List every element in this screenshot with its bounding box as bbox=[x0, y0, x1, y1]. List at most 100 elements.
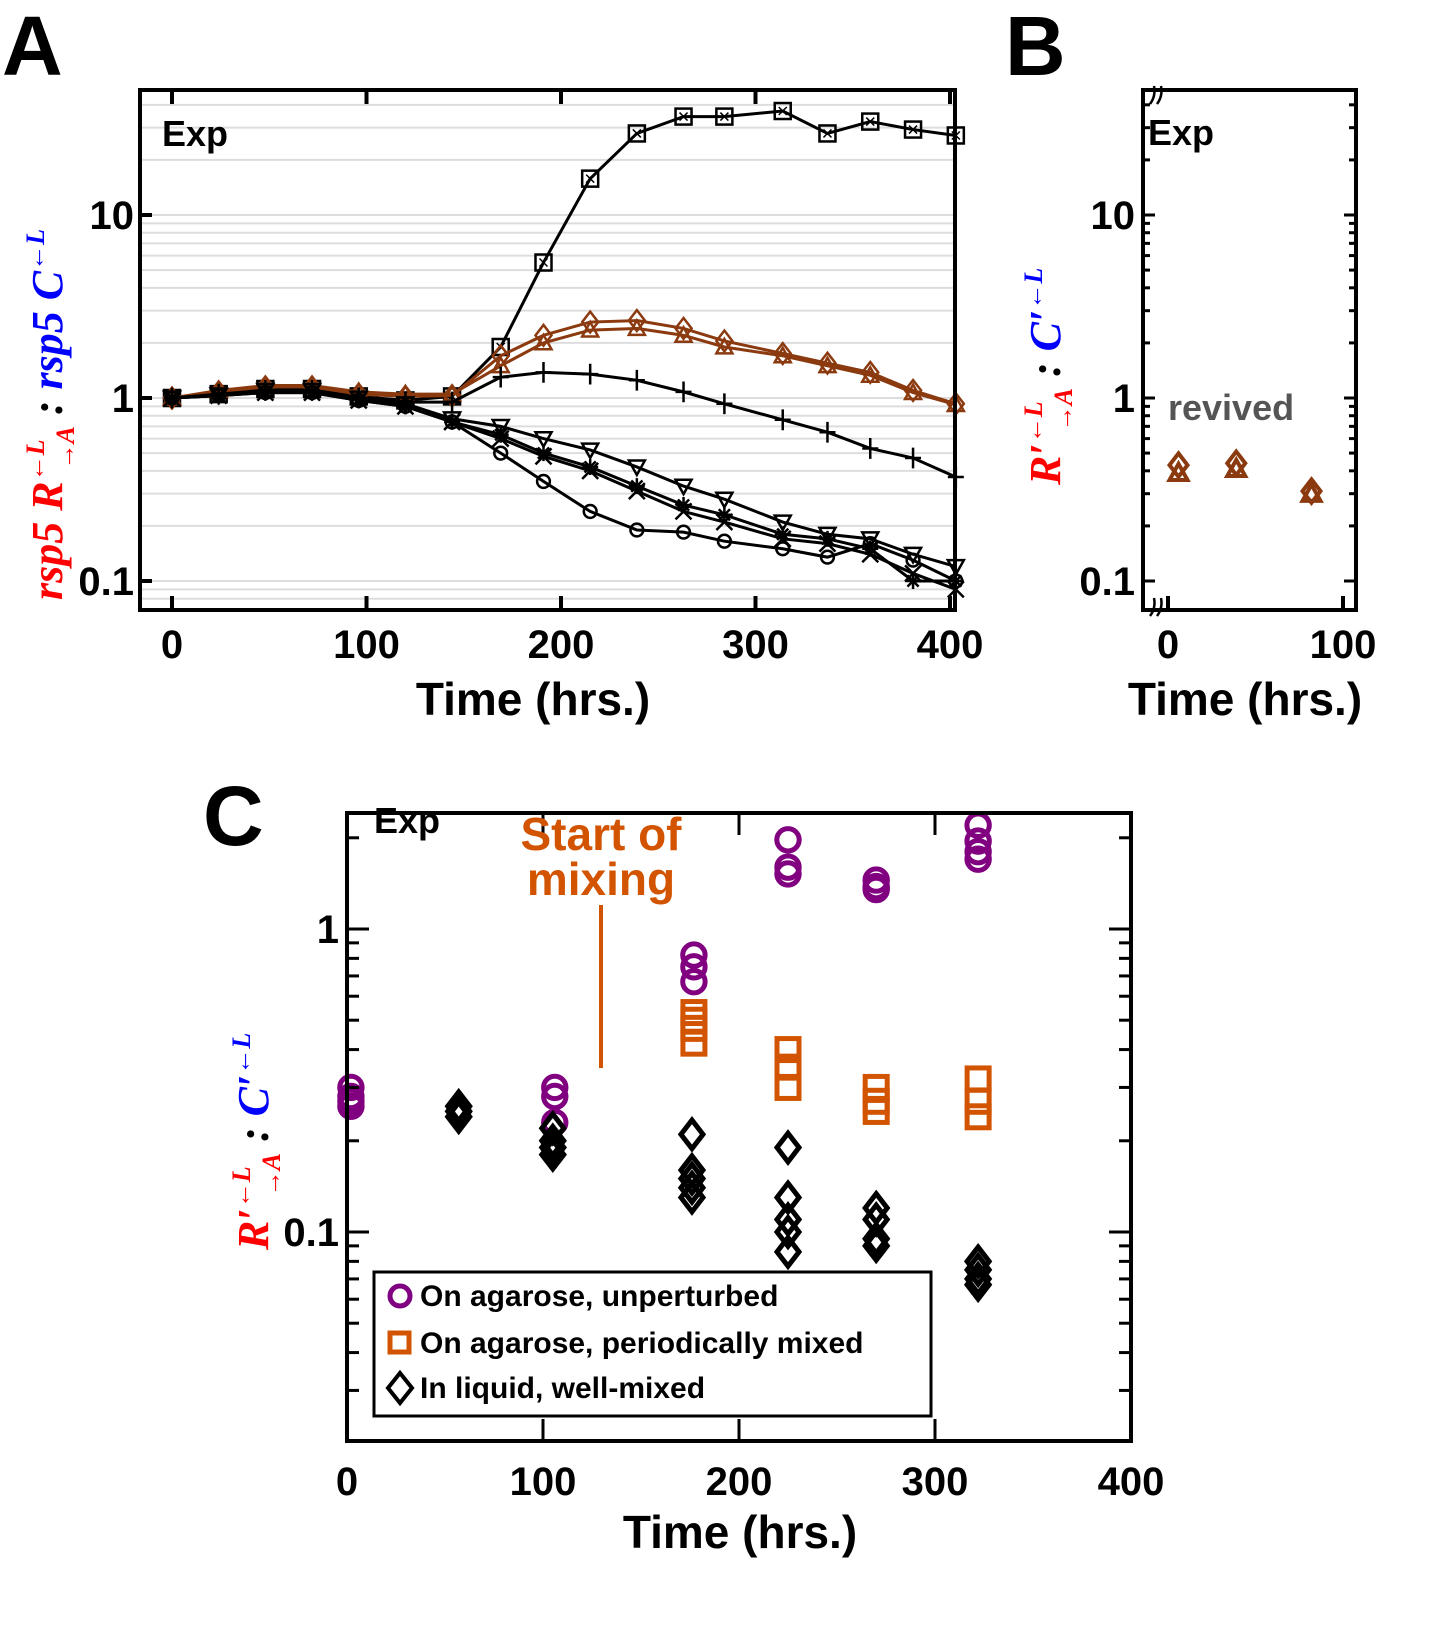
a-data-point bbox=[905, 573, 922, 589]
a-data-point bbox=[351, 392, 367, 409]
a-series-line bbox=[171, 391, 957, 583]
c-data-point bbox=[862, 1097, 890, 1125]
c-data-point bbox=[773, 1129, 803, 1166]
b-y-tick-label: 10 bbox=[1091, 194, 1136, 238]
a-data-point bbox=[581, 461, 600, 480]
a-data-point bbox=[535, 362, 552, 383]
c-ticks: 0 100 200 300 400 0.1 1 bbox=[283, 813, 1164, 1504]
a-data-point bbox=[491, 429, 510, 448]
c-data-point bbox=[680, 967, 708, 996]
svg-text:R′←L→A : C′←L: R′←L→A : C′←L bbox=[227, 1033, 286, 1251]
a-data-point bbox=[772, 514, 793, 533]
a-y-axis-title: rsp5 R←L→A : rsp5 C←L bbox=[21, 229, 80, 600]
c-data-point bbox=[677, 1115, 707, 1153]
a-data-point bbox=[582, 503, 598, 520]
c-x-tick-label: 400 bbox=[1098, 1460, 1165, 1504]
a-data-point bbox=[627, 308, 647, 333]
a-data-point bbox=[674, 107, 693, 126]
a-data-point bbox=[397, 398, 414, 415]
c-data-point bbox=[538, 1136, 567, 1174]
svg-text:rsp5 R←L→A : rsp5 C←L: rsp5 R←L→A : rsp5 C←L bbox=[21, 229, 80, 600]
a-data-point bbox=[533, 322, 554, 348]
c-data-point bbox=[862, 1227, 891, 1265]
c-series bbox=[337, 811, 993, 1304]
a-data-point bbox=[582, 458, 599, 475]
panel-b: 0 100 0.1 1 10 Exp revived Time (hrs.) R′←L→… bbox=[1019, 85, 1377, 725]
a-y-tick-label: 10 bbox=[90, 194, 135, 238]
c-data-point bbox=[964, 827, 992, 855]
a-data-point bbox=[444, 391, 461, 413]
a-data-point bbox=[533, 332, 554, 351]
c-data-point bbox=[862, 1220, 891, 1258]
a-data-point bbox=[903, 377, 923, 403]
c-series-diamond bbox=[444, 1087, 993, 1304]
c-y-tick-label: 0.1 bbox=[283, 1211, 339, 1255]
c-legend-box bbox=[372, 1270, 933, 1418]
panel-letter-c: C bbox=[203, 769, 264, 863]
a-data-point bbox=[714, 328, 734, 354]
a-data-point bbox=[626, 459, 647, 478]
a-x-tick-label: 300 bbox=[722, 623, 789, 667]
a-data-point bbox=[774, 526, 791, 543]
legend-circle-icon bbox=[387, 1283, 413, 1309]
a-data-point bbox=[628, 369, 645, 391]
a-data-point bbox=[535, 445, 552, 462]
c-x-tick-label: 300 bbox=[902, 1460, 969, 1504]
c-data-point bbox=[680, 1029, 708, 1057]
b-data-point bbox=[1223, 455, 1249, 479]
a-data-point bbox=[819, 421, 836, 443]
a-data-point bbox=[490, 418, 511, 437]
a-x-tick-label: 100 bbox=[333, 623, 400, 667]
a-data-point bbox=[775, 541, 791, 557]
b-x-tick-label: 100 bbox=[1310, 623, 1377, 667]
c-x-tick-label: 200 bbox=[706, 1460, 773, 1504]
a-data-point bbox=[817, 350, 838, 376]
c-data-point bbox=[774, 1036, 802, 1064]
a-data-point bbox=[904, 564, 922, 583]
a-ticks: 0 100 200 300 400 0.1 1 10 bbox=[78, 90, 983, 667]
c-x-tick-label: 100 bbox=[510, 1460, 577, 1504]
a-data-point bbox=[714, 336, 735, 355]
c-data-point bbox=[680, 1006, 708, 1034]
a-data-point bbox=[580, 442, 601, 461]
a-y-tick-label: 0.1 bbox=[78, 560, 134, 604]
a-data-point bbox=[715, 513, 734, 531]
a-data-point bbox=[629, 522, 645, 538]
a-series-asterisk bbox=[164, 383, 964, 589]
c-data-point bbox=[963, 1266, 993, 1304]
a-plot-frame bbox=[138, 88, 957, 612]
a-data-point bbox=[819, 549, 836, 565]
a-data-point bbox=[444, 414, 460, 430]
a-data-point bbox=[535, 473, 552, 490]
b-series-triangle-brown bbox=[1166, 455, 1324, 503]
c-mixing-annotation-line1: Start of bbox=[521, 808, 683, 860]
a-data-point bbox=[819, 530, 836, 547]
b-exp-annotation: Exp bbox=[1148, 112, 1214, 153]
a-x-tick-label: 200 bbox=[528, 623, 595, 667]
a-data-point bbox=[534, 447, 553, 466]
c-data-point bbox=[538, 1129, 567, 1166]
b-revived-annotation: revived bbox=[1168, 387, 1294, 428]
c-mixing-annotation-line2: mixing bbox=[527, 853, 675, 905]
legend-square-icon bbox=[387, 1330, 412, 1355]
c-data-point bbox=[680, 941, 708, 969]
c-x-axis-title: Time (hrs.) bbox=[623, 1506, 857, 1558]
a-data-point bbox=[860, 364, 881, 383]
c-data-point bbox=[444, 1093, 473, 1130]
a-data-point bbox=[905, 552, 921, 568]
c-data-point bbox=[774, 826, 802, 854]
c-data-point bbox=[964, 1103, 992, 1131]
c-data-point bbox=[444, 1098, 473, 1136]
a-data-point bbox=[903, 120, 923, 139]
a-data-point bbox=[627, 124, 647, 143]
c-data-point bbox=[964, 1065, 992, 1093]
b-series bbox=[1166, 448, 1324, 507]
a-data-point bbox=[304, 384, 320, 401]
a-data-point bbox=[772, 345, 793, 364]
b-ticks: 0 100 0.1 1 10 bbox=[1079, 103, 1377, 667]
a-data-point bbox=[627, 482, 646, 500]
a-series-plus bbox=[164, 362, 964, 488]
c-data-point bbox=[680, 1014, 708, 1042]
a-series-triangle-down bbox=[161, 382, 966, 578]
b-y-tick-label: 1 bbox=[1113, 377, 1135, 421]
